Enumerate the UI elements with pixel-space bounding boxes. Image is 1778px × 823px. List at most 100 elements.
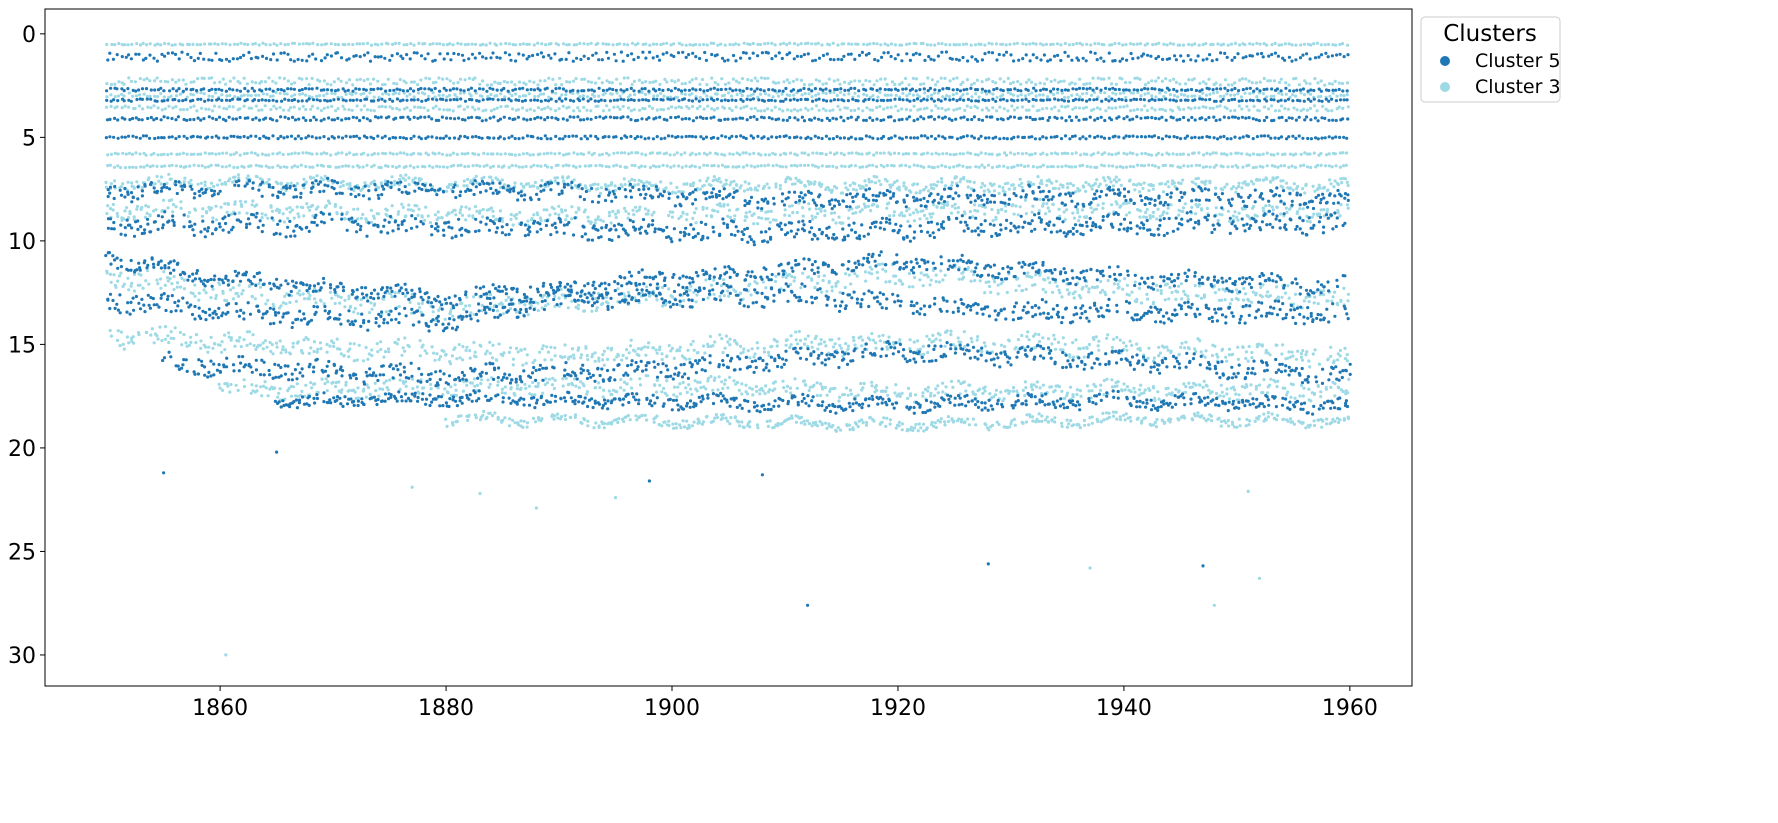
data-point: [359, 216, 363, 220]
data-point: [716, 203, 720, 207]
data-point: [438, 165, 442, 169]
data-point: [969, 151, 973, 156]
data-point: [1148, 216, 1152, 220]
data-point: [468, 349, 472, 353]
data-point: [216, 343, 221, 347]
data-point: [881, 267, 885, 271]
data-point: [837, 337, 841, 341]
data-point: [145, 330, 149, 335]
data-point: [427, 77, 432, 81]
data-point: [1102, 77, 1106, 81]
data-point: [1031, 204, 1035, 208]
data-point: [785, 384, 790, 388]
data-point: [1208, 152, 1212, 156]
data-point: [850, 151, 854, 155]
data-point: [1255, 153, 1260, 157]
data-point: [1005, 290, 1009, 295]
data-point: [1023, 94, 1028, 98]
data-point: [1147, 346, 1151, 350]
data-point: [983, 205, 987, 209]
data-point: [582, 42, 586, 46]
data-point: [874, 384, 879, 388]
data-point: [934, 83, 938, 87]
data-point: [282, 76, 286, 81]
data-point: [475, 383, 480, 387]
data-point: [435, 42, 439, 46]
data-point: [847, 216, 851, 220]
data-point: [614, 215, 618, 220]
data-point: [596, 182, 600, 187]
data-point: [319, 108, 323, 113]
data-point: [462, 380, 466, 384]
data-point: [683, 151, 687, 155]
data-point: [397, 108, 402, 112]
data-point: [529, 304, 533, 308]
data-point: [1004, 43, 1008, 47]
data-point: [166, 334, 170, 338]
data-point: [728, 106, 732, 111]
data-point: [740, 77, 745, 81]
data-point: [477, 153, 481, 157]
data-point: [334, 293, 338, 297]
data-point: [1311, 352, 1315, 356]
data-point: [962, 175, 966, 179]
data-point: [1001, 42, 1005, 46]
data-point: [1251, 290, 1255, 294]
data-point: [1012, 212, 1016, 216]
data-point: [1276, 295, 1280, 299]
data-point: [265, 345, 269, 349]
data-point: [693, 165, 697, 169]
data-point: [906, 396, 910, 400]
data-point: [692, 211, 697, 215]
data-point: [659, 43, 663, 47]
data-point: [665, 41, 669, 45]
data-point: [614, 212, 618, 216]
data-point: [529, 218, 534, 222]
data-point: [1098, 182, 1102, 186]
data-point: [1312, 212, 1316, 216]
data-point: [449, 362, 453, 366]
data-point: [784, 165, 788, 169]
data-point: [504, 298, 508, 302]
data-point: [607, 184, 611, 188]
data-point: [987, 280, 991, 284]
data-point: [1209, 43, 1213, 47]
data-point: [272, 104, 276, 108]
data-point: [956, 336, 960, 340]
data-point: [1272, 79, 1276, 83]
data-point: [996, 283, 1000, 287]
data-point: [1231, 185, 1235, 189]
data-point: [543, 358, 547, 362]
data-point: [929, 43, 933, 47]
data-point: [445, 95, 449, 99]
data-point: [834, 221, 838, 225]
data-point: [1271, 208, 1275, 212]
data-point: [501, 353, 505, 358]
data-point: [767, 353, 771, 358]
data-point: [843, 164, 847, 169]
data-point: [956, 210, 960, 214]
data-point: [786, 108, 790, 112]
data-point: [1319, 163, 1323, 167]
data-point: [1132, 182, 1136, 187]
data-point: [245, 176, 249, 180]
data-point: [934, 151, 938, 155]
data-point: [343, 217, 347, 221]
data-point: [770, 108, 774, 112]
data-point: [818, 382, 823, 386]
data-point: [827, 164, 831, 168]
data-point: [727, 81, 731, 85]
data-point: [133, 80, 137, 84]
data-point: [1240, 152, 1244, 156]
data-point: [1089, 93, 1094, 97]
data-point: [561, 164, 565, 168]
data-point: [722, 93, 727, 97]
data-point: [646, 345, 650, 349]
data-point: [486, 152, 490, 156]
data-point: [1097, 348, 1101, 352]
data-point: [281, 348, 285, 352]
data-point: [987, 77, 991, 81]
data-point: [343, 43, 347, 47]
data-point: [536, 213, 540, 217]
data-point: [509, 80, 514, 84]
